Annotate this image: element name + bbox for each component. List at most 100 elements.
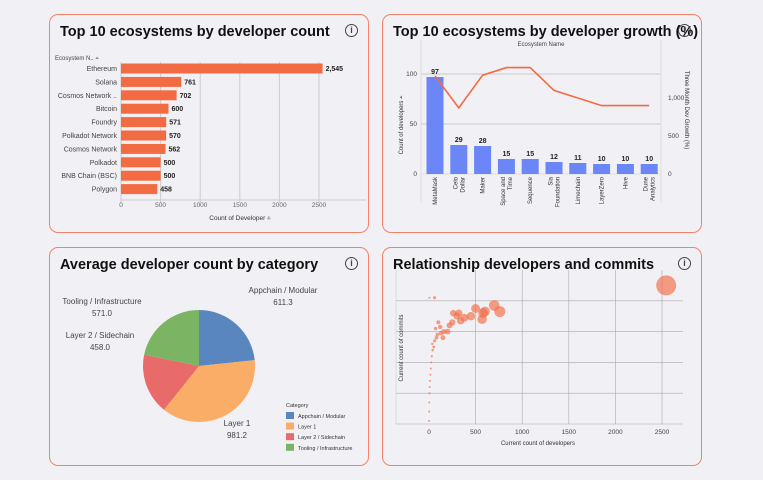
category-label: Solana — [95, 79, 117, 86]
bar — [121, 63, 323, 74]
category-label: Ethereum — [87, 66, 118, 73]
bar — [593, 164, 611, 174]
pie-slice — [144, 310, 199, 366]
value-label: 571 — [169, 120, 181, 127]
x-tick-label: 2000 — [608, 429, 623, 436]
bar — [121, 90, 177, 101]
value-label: 702 — [180, 93, 192, 100]
data-point — [436, 320, 441, 325]
legend-swatch — [286, 412, 294, 419]
legend-label: Tooling / Infrastructure — [298, 446, 352, 452]
x-tick-label: 1000 — [193, 202, 208, 209]
dev-growth-card: Top 10 ecosystems by developer growth (%… — [382, 14, 702, 233]
info-icon[interactable]: i — [678, 24, 691, 37]
data-point — [656, 275, 677, 296]
category-label: Cosmos Network .. — [58, 93, 117, 100]
bar — [121, 170, 161, 181]
category-label: BNB Chain (BSC) — [61, 173, 117, 180]
data-point — [444, 328, 451, 335]
y-tick-label: 0 — [413, 171, 417, 178]
x-axis-title: Count of Developer ⩡ — [209, 215, 271, 222]
slice-label: Layer 1 — [224, 419, 251, 428]
bar — [121, 157, 161, 168]
dev-growth-chart: Ecosystem Name 0 50 100 0 500 1,000 Count of de… — [399, 40, 689, 207]
value-label: 97 — [431, 69, 439, 76]
dev-count-chart: 0 500 1000 1500 2000 2500 Ecosystem N.. ⩡ Ether… — [55, 56, 366, 222]
slice-label: Appchain / Modular — [249, 286, 318, 295]
x-tick-label: 2500 — [312, 202, 327, 209]
value-label: 500 — [164, 160, 176, 167]
data-point — [429, 367, 432, 370]
category-label: Hive — [623, 176, 629, 189]
relationship-card: Relationship developers and commits i 0 5… — [382, 247, 702, 466]
data-point — [477, 314, 487, 325]
header-label: Ecosystem Name — [517, 42, 565, 48]
card-title: Top 10 ecosystems by developer count — [60, 24, 330, 40]
data-point — [438, 330, 444, 336]
bar — [474, 146, 492, 174]
pie-slice — [199, 310, 255, 366]
card-title: Top 10 ecosystems by developer growth (%… — [393, 24, 699, 40]
bar — [121, 76, 182, 87]
x-tick-label: 500 — [155, 202, 166, 209]
y2-tick-label: 0 — [668, 171, 672, 178]
data-point — [435, 332, 440, 337]
slice-value: 571.0 — [92, 309, 113, 318]
slice-value: 981.2 — [227, 431, 248, 440]
card-title: Average developer count by category — [60, 257, 319, 273]
y2-axis-title: Three Month Dev Growth (%) — [683, 71, 689, 149]
data-point — [433, 296, 437, 300]
category-label: Foundation — [556, 177, 562, 207]
value-label: 15 — [503, 151, 511, 158]
x-tick-label: 1500 — [562, 429, 577, 436]
legend-swatch — [286, 433, 294, 441]
category-label: Sia — [549, 176, 555, 185]
value-label: 562 — [169, 146, 181, 153]
category-label: Celo — [453, 176, 459, 189]
slice-value: 458.0 — [90, 343, 111, 352]
bar — [640, 164, 658, 174]
data-point — [428, 296, 431, 299]
dev-count-card: Top 10 ecosystems by developer count i 0… — [49, 14, 369, 233]
data-point — [428, 392, 431, 395]
y2-tick-label: 500 — [668, 133, 679, 140]
legend-swatch — [286, 422, 294, 430]
bar — [121, 117, 167, 128]
pie-slice — [143, 354, 199, 410]
y2-tick-label: 1,000 — [668, 95, 685, 102]
value-label: 10 — [598, 156, 606, 163]
category-label: Analytics — [651, 177, 657, 201]
relationship-scatter-chart: 0 500 1000 1500 2000 2500 Current count of dev… — [395, 270, 683, 447]
legend-label: Appchain / Modular — [298, 414, 346, 420]
data-point — [428, 379, 431, 382]
legend-title: Category — [286, 403, 309, 409]
info-icon[interactable]: i — [678, 257, 691, 270]
slice-label: Layer 2 / Sidechain — [66, 331, 135, 340]
value-label: 11 — [574, 155, 582, 162]
bar — [426, 77, 444, 174]
data-point — [431, 348, 434, 352]
bar — [121, 103, 169, 114]
value-label: 600 — [172, 106, 184, 113]
x-tick-label: 1500 — [233, 202, 248, 209]
info-icon[interactable]: i — [345, 257, 358, 270]
y-tick-label: 100 — [406, 71, 417, 78]
x-tick-label: 2000 — [272, 202, 287, 209]
value-label: 761 — [184, 79, 196, 86]
data-point — [431, 342, 434, 346]
y-axis-title: Count of developers ⩡ — [399, 95, 405, 154]
data-point — [430, 361, 433, 364]
bar — [521, 159, 539, 174]
legend-label: Layer 2 / Sidechain — [298, 435, 345, 441]
bar — [616, 164, 634, 174]
slice-label: Tooling / Infrastructure — [62, 297, 142, 306]
category-label: Time — [508, 176, 514, 190]
data-point — [433, 339, 437, 343]
data-point — [428, 386, 431, 389]
info-icon[interactable]: i — [345, 24, 358, 37]
value-label: 458 — [160, 187, 172, 194]
bar — [121, 184, 158, 195]
y-axis-title: Current count of commits — [399, 314, 405, 381]
data-point — [429, 373, 432, 376]
category-label: Sequence — [528, 176, 534, 204]
